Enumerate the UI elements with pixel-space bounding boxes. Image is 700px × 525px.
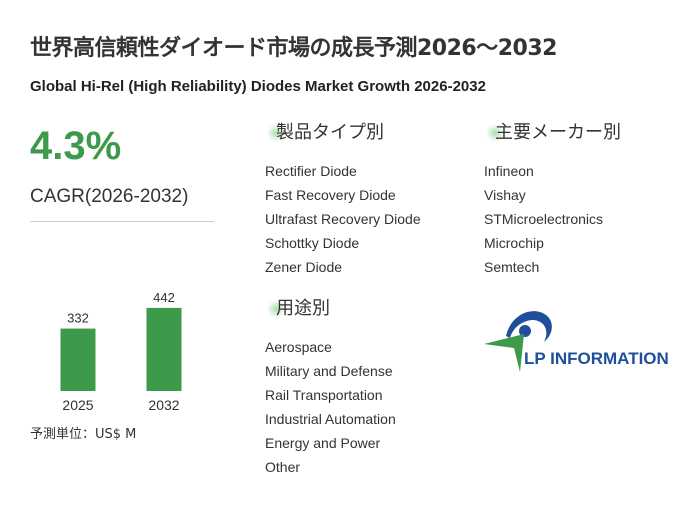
bullet-dot-icon xyxy=(267,124,285,142)
bar-2032 xyxy=(146,307,182,391)
bar-2025 xyxy=(60,328,96,391)
product-type-list: Rectifier Diode Fast Recovery Diode Ultr… xyxy=(265,159,421,279)
bar-chart: 332 2025 442 2032 xyxy=(60,290,182,413)
section-title-text: 製品タイプ別 xyxy=(276,122,384,143)
section-title-manufacturers: 主要メーカー別 xyxy=(486,118,621,144)
list-item: Energy and Power xyxy=(265,435,381,451)
list-item: Rail Transportation xyxy=(265,387,383,403)
list-item: Military and Defense xyxy=(265,363,393,379)
list-item: Ultrafast Recovery Diode xyxy=(265,211,421,227)
list-item: Infineon xyxy=(484,163,534,179)
section-title-application: 用途別 xyxy=(267,294,330,320)
x-tick-label: 2032 xyxy=(148,397,179,413)
list-item: Vishay xyxy=(484,187,526,203)
list-item: Aerospace xyxy=(265,339,332,355)
section-title-text: 主要メーカー別 xyxy=(495,122,621,143)
bar-value-label: 332 xyxy=(67,311,89,326)
list-item: Fast Recovery Diode xyxy=(265,187,396,203)
list-item: Other xyxy=(265,459,301,475)
bullet-dot-icon xyxy=(267,300,285,318)
section-title-product-type: 製品タイプ別 xyxy=(267,118,384,144)
bar-value-label: 442 xyxy=(153,290,175,305)
logo-text: LP INFORMATION xyxy=(524,349,669,368)
list-item: Industrial Automation xyxy=(265,411,396,427)
list-item: Semtech xyxy=(484,259,540,275)
logo-dot-icon xyxy=(519,325,531,337)
list-item: Rectifier Diode xyxy=(265,163,357,179)
logo-triangle-icon xyxy=(484,334,524,372)
section-title-text: 用途別 xyxy=(276,298,330,319)
bullet-dot-icon xyxy=(486,124,504,142)
logo-swoosh-icon xyxy=(506,311,552,342)
lp-information-logo: LP INFORMATION xyxy=(484,311,669,372)
list-item: STMicroelectronics xyxy=(484,211,604,227)
cagr-label: CAGR(2026-2032) xyxy=(30,186,189,207)
list-item: Schottky Diode xyxy=(265,235,360,251)
cagr-value: 4.3% xyxy=(30,124,122,168)
unit-note: 予測単位：US$ M xyxy=(30,427,137,442)
page-title: 世界高信頼性ダイオード市場の成長予測2026～2032 xyxy=(30,36,557,61)
list-item: Zener Diode xyxy=(265,259,343,275)
x-tick-label: 2025 xyxy=(62,397,93,413)
page-subtitle: Global Hi-Rel (High Reliability) Diodes … xyxy=(30,78,486,95)
manufacturers-list: Infineon Vishay STMicroelectronics Micro… xyxy=(484,159,603,279)
list-item: Microchip xyxy=(484,235,544,251)
cagr-divider xyxy=(30,221,214,222)
application-list: Aerospace Military and Defense Rail Tran… xyxy=(265,335,396,479)
